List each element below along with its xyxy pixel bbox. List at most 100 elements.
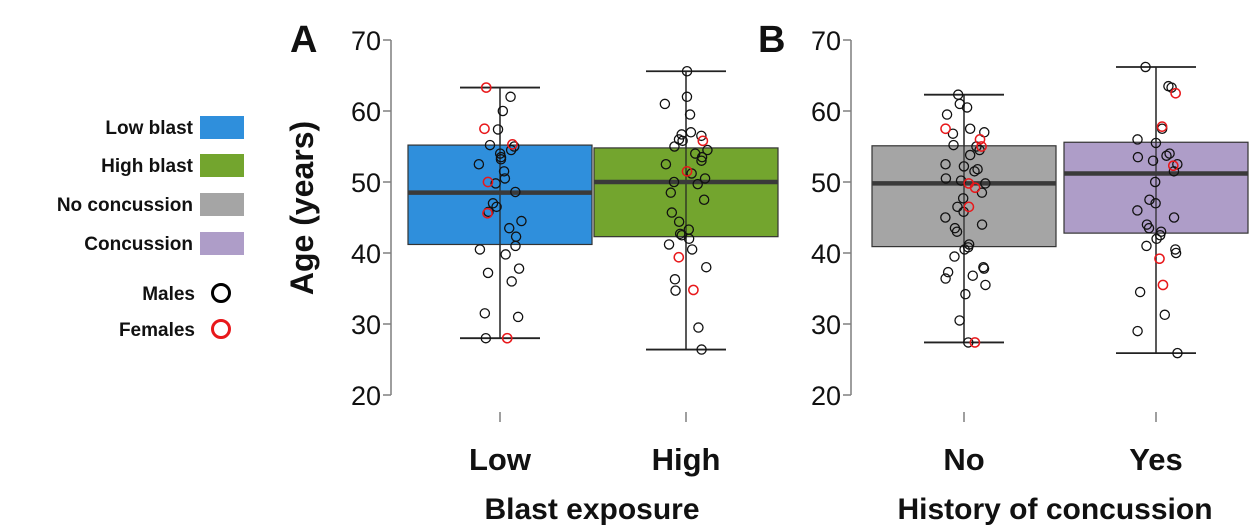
male-point — [487, 198, 499, 209]
legend-swatch-low-blast — [200, 116, 244, 139]
male-point — [1164, 148, 1175, 159]
male-point — [677, 135, 688, 147]
male-point — [941, 109, 953, 120]
male-point — [967, 270, 979, 281]
legend-item-low-blast: Low blast — [105, 116, 244, 139]
female-point — [501, 332, 513, 344]
male-point — [669, 141, 680, 152]
male-point — [947, 128, 959, 139]
male-point — [484, 139, 496, 151]
male-point — [976, 219, 988, 230]
male-point — [508, 141, 520, 152]
male-point — [505, 144, 517, 156]
panel-a-label: A — [290, 19, 317, 61]
male-point — [666, 207, 678, 218]
male-point — [660, 158, 672, 170]
male-point — [499, 173, 511, 184]
male-point — [1140, 61, 1151, 73]
panel-b-label: B — [758, 19, 785, 61]
male-point — [978, 263, 990, 274]
male-point — [961, 102, 973, 113]
male-point — [490, 178, 501, 189]
male-point — [1168, 212, 1180, 223]
male-point — [663, 239, 675, 250]
female-point — [688, 284, 699, 296]
legend-swatch-high-blast — [200, 154, 244, 177]
box-yes: Yes — [1063, 61, 1249, 477]
male-point — [1159, 309, 1171, 321]
box-low: Low — [407, 82, 593, 477]
male-point — [1147, 155, 1159, 166]
male-point — [674, 228, 686, 240]
male-point — [699, 173, 711, 184]
male-point — [670, 285, 681, 296]
male-point — [696, 130, 707, 142]
y-tick-label: 30 — [811, 310, 841, 340]
male-point — [684, 109, 696, 120]
male-point — [510, 240, 521, 252]
male-point — [1170, 244, 1181, 255]
male-point — [483, 206, 494, 218]
x-tick-label: No — [943, 442, 984, 477]
male-point — [696, 155, 707, 166]
male-point — [951, 226, 963, 237]
male-point — [1168, 166, 1180, 177]
male-point — [513, 263, 525, 274]
male-point — [491, 201, 502, 213]
male-point — [479, 308, 491, 319]
y-tick-label: 60 — [811, 97, 841, 127]
panel-b: B History of concussion 20 30 40 50 60 70 No Ye… — [758, 19, 1249, 526]
x-tick-label: High — [652, 442, 721, 477]
male-point — [692, 178, 703, 190]
male-point — [940, 158, 951, 170]
legend-item-high-blast: High blast — [101, 154, 244, 177]
male-point — [940, 212, 951, 223]
male-point — [668, 176, 680, 188]
male-point — [516, 215, 527, 227]
male-point — [1150, 198, 1161, 209]
male-point — [505, 91, 516, 103]
male-point — [980, 178, 991, 189]
male-point — [512, 311, 524, 323]
y-tick-label: 70 — [351, 26, 381, 56]
female-point — [974, 134, 986, 145]
female-point — [940, 123, 951, 135]
male-point — [495, 154, 507, 165]
male-point — [1132, 151, 1144, 163]
male-point — [1154, 229, 1166, 241]
legend-label-concussion: Concussion — [84, 234, 193, 255]
male-point — [1132, 325, 1143, 337]
x-tick-label: Low — [469, 442, 532, 477]
panel-b-x-axis-label: History of concussion — [897, 493, 1212, 526]
legend-item-males: Males — [142, 283, 231, 305]
male-point — [1151, 233, 1162, 245]
female-point — [697, 135, 709, 147]
male-point — [500, 249, 511, 260]
female-point — [673, 251, 685, 263]
y-tick-label: 20 — [351, 381, 381, 411]
male-point — [669, 274, 681, 285]
male-point — [665, 187, 677, 198]
male-point — [964, 149, 976, 161]
male-point — [503, 222, 515, 234]
male-point — [954, 315, 965, 326]
male-point — [1143, 222, 1155, 234]
legend-swatch-no-concussion — [200, 193, 244, 216]
legend-swatch-concussion — [200, 232, 244, 255]
legend-item-females: Females — [119, 319, 231, 341]
male-point — [510, 186, 521, 198]
male-point — [1132, 134, 1143, 145]
male-point — [676, 129, 687, 140]
male-point — [696, 344, 707, 355]
male-point — [972, 163, 983, 175]
female-point — [1156, 121, 1168, 132]
x-tick-label: Yes — [1129, 442, 1182, 477]
male-point — [482, 267, 494, 279]
male-point — [492, 124, 504, 135]
male-point — [964, 123, 976, 135]
legend-label-low-blast: Low blast — [105, 118, 193, 139]
legend-label-females: Females — [119, 320, 195, 341]
male-point — [1132, 205, 1143, 216]
female-point — [479, 123, 490, 135]
